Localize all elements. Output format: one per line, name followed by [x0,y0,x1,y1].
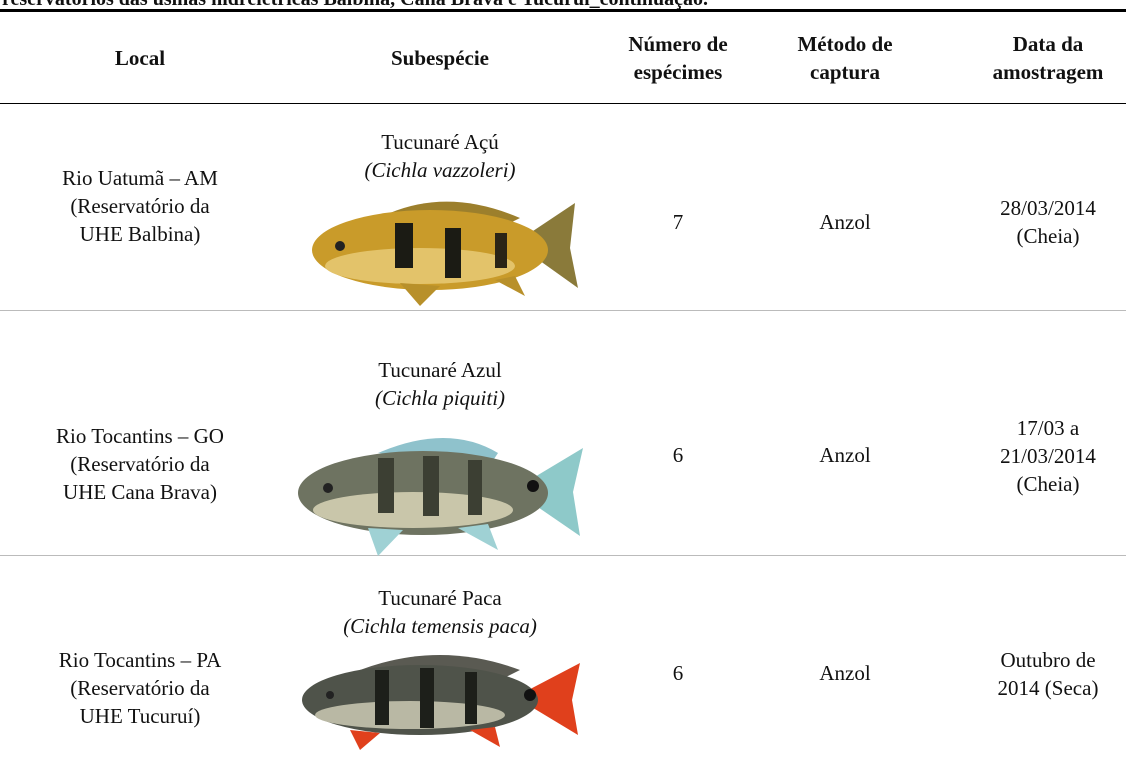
local: Rio Uatumã – AM (Reservatório da UHE Balbi… [62,164,218,248]
subspecies-line: Tucunaré Paca [378,586,502,610]
local-line: (Reservatório da [70,676,210,700]
capture-method: Anzol [819,441,870,469]
header-count-line: Número de [628,32,728,56]
subspecies: Tucunaré Azul (Cichla piquiti) [375,356,505,412]
fish-image [302,655,580,750]
local-line: (Reservatório da [70,194,210,218]
header-count-line: espécimes [633,60,723,84]
sampling-date-line: (Cheia) [1016,472,1080,496]
header-date: Data da amostragem [993,30,1104,86]
capture-method-line: Anzol [819,210,871,234]
specimen-count: 6 [673,659,684,687]
subspecies: Tucunaré Açú (Cichla vazzoleri) [364,128,515,184]
header-date-line: amostragem [992,60,1104,84]
subspecies-line: (Cichla temensis paca) [343,614,537,638]
sampling-date: 28/03/2014 (Cheia) [1000,194,1096,250]
subspecies-line: Tucunaré Açú [381,130,499,154]
specimen-count: 7 [673,208,684,236]
sampling-date-line: 2014 (Seca) [997,676,1099,700]
sampling-date-line: 21/03/2014 [1000,444,1096,468]
sampling-date: Outubro de 2014 (Seca) [998,646,1099,702]
specimen-count-line: 6 [672,443,684,467]
local-line: UHE Balbina) [79,222,201,246]
header-method-line: captura [809,60,880,84]
header-subspecies-line: Subespécie [390,46,490,70]
header-subspecies: Subespécie [391,44,489,72]
local-line: Rio Tocantins – PA [58,648,222,672]
fish-image [312,201,578,306]
caption: reservatórios das usinas hidrelétricas B… [2,0,708,11]
local-line: Rio Tocantins – GO [56,424,224,448]
capture-method-line: Anzol [819,443,871,467]
local-line: UHE Tucuruí) [79,704,201,728]
local-line: UHE Cana Brava) [63,480,217,504]
specimen-count: 6 [673,441,684,469]
capture-method-line: Anzol [819,661,871,685]
sampling-date: 17/03 a 21/03/2014 (Cheia) [1000,414,1096,498]
header-method-line: Método de [797,32,893,56]
sampling-date-line: Outubro de [1000,648,1096,672]
local-line: Rio Uatumã – AM [62,166,218,190]
top-rule [0,9,1126,12]
fish-image [298,438,583,556]
header-rule [0,103,1126,104]
subspecies-line: (Cichla piquiti) [374,386,506,410]
local: Rio Tocantins – GO (Reservatório da UHE Ca… [56,422,224,506]
local-line: (Reservatório da [70,452,210,476]
capture-method: Anzol [819,208,870,236]
header-local: Local [115,44,165,72]
specimen-count-line: 6 [672,661,684,685]
sampling-date-line: 28/03/2014 [1000,196,1096,220]
row-rule [0,310,1126,311]
capture-method: Anzol [819,659,870,687]
sampling-date-line: 17/03 a [1016,416,1080,440]
sampling-date-line: (Cheia) [1016,224,1080,248]
subspecies: Tucunaré Paca (Cichla temensis paca) [343,584,537,640]
local: Rio Tocantins – PA (Reservatório da UHE Tu… [59,646,221,730]
specimen-count-line: 7 [672,210,684,234]
subspecies-line: Tucunaré Azul [378,358,502,382]
row-rule [0,555,1126,556]
subspecies-line: (Cichla vazzoleri) [364,158,516,182]
header-date-line: Data da [1012,32,1084,56]
header-method: Método de captura [797,30,892,86]
header-local-line: Local [114,46,166,70]
header-count: Número de espécimes [628,30,727,86]
